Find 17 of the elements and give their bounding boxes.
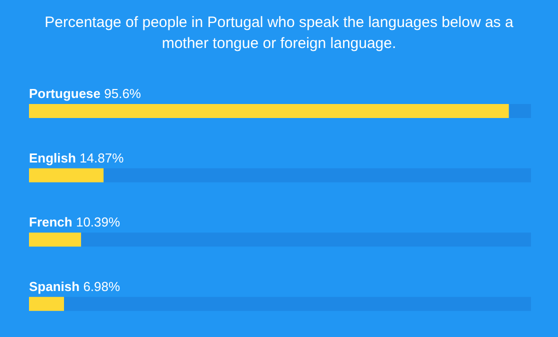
y-tick-label: Portuguese — [29, 86, 104, 101]
bar — [29, 104, 509, 118]
y-tick-label: French — [29, 214, 76, 230]
data-label: 95.6% — [104, 86, 142, 101]
chart-title: Percentage of people in Portugal who speak the languages below as a mother tongue or foreign language. — [44, 14, 514, 52]
y-tick-label: English — [29, 150, 80, 166]
bar — [64, 296, 531, 311]
y-tick-label: Spanish — [29, 278, 84, 294]
bar — [29, 168, 104, 182]
data-label: 10.39% — [76, 214, 120, 230]
bar — [104, 168, 531, 182]
data-label: 6.98% — [83, 278, 120, 294]
bar — [508, 104, 531, 118]
data-label: 14.87% — [80, 150, 124, 166]
bar — [29, 296, 64, 311]
bar — [29, 232, 82, 247]
bar — [81, 232, 531, 247]
